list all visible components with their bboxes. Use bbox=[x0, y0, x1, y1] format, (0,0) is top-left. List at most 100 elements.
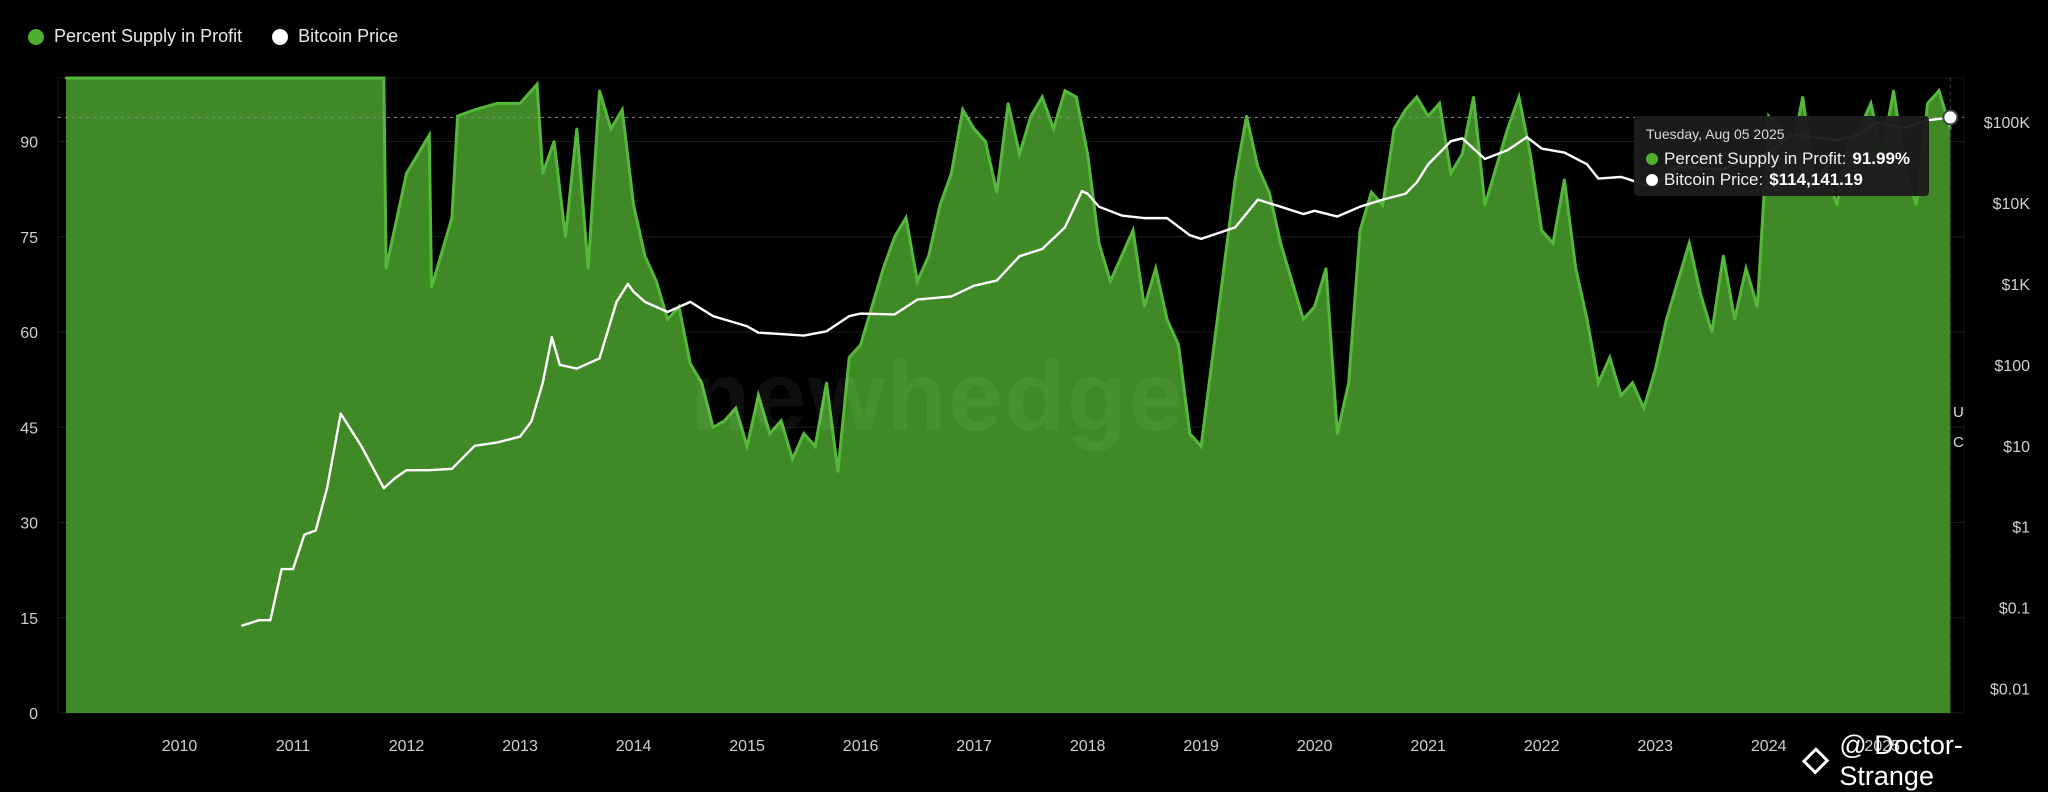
supply-point bbox=[734, 407, 737, 410]
price-point bbox=[973, 284, 976, 287]
supply-point bbox=[64, 76, 68, 80]
tooltip-date: Tuesday, Aug 05 2025 bbox=[1646, 126, 1785, 142]
supply-point bbox=[384, 267, 388, 270]
price-point bbox=[1336, 215, 1339, 218]
price-point bbox=[1080, 190, 1083, 193]
tooltip-supply-label: Percent Supply in Profit: bbox=[1664, 149, 1847, 168]
supply-point bbox=[609, 127, 613, 130]
x-axis: 2010 2011 2012 2013 2014 2015 2016 2017 2018 2019… bbox=[162, 738, 1900, 755]
y-right-tick-label: $100 bbox=[1994, 358, 2030, 375]
supply-point bbox=[1937, 89, 1941, 92]
price-point bbox=[541, 381, 544, 384]
watermark: newhedge bbox=[690, 341, 1186, 451]
price-point bbox=[382, 487, 385, 490]
tooltip-price-value: $114,141.19 bbox=[1769, 170, 1863, 189]
supply-point bbox=[1665, 318, 1668, 321]
supply-point bbox=[1529, 153, 1532, 156]
price-point bbox=[519, 435, 522, 438]
supply-point bbox=[904, 216, 908, 219]
legend-dot-green bbox=[28, 28, 44, 45]
x-tick-label: 2015 bbox=[729, 738, 765, 755]
supply-point bbox=[1324, 267, 1328, 270]
price-point bbox=[848, 315, 851, 318]
supply-point bbox=[1086, 153, 1089, 156]
supply-point bbox=[938, 203, 942, 207]
supply-point bbox=[1619, 394, 1623, 397]
supply-point bbox=[1688, 241, 1691, 245]
legend-item-price[interactable]: Bitcoin Price bbox=[272, 26, 398, 47]
supply-point bbox=[791, 457, 794, 461]
x-tick-label: 2011 bbox=[276, 738, 311, 755]
brand-text: @ Doctor-Strange bbox=[1839, 730, 1963, 791]
y-right-tick-label: $0.01 bbox=[1990, 682, 2030, 699]
supply-point bbox=[473, 108, 476, 111]
tooltip-dot-white bbox=[1646, 173, 1658, 186]
supply-point bbox=[632, 203, 635, 207]
y-right-tick-label: $100K bbox=[1984, 115, 2031, 132]
supply-point bbox=[1199, 445, 1203, 448]
supply-point bbox=[1222, 267, 1226, 270]
price-point bbox=[1563, 151, 1566, 154]
supply-point bbox=[1926, 102, 1929, 105]
x-tick-label: 2025 bbox=[1864, 738, 1900, 755]
supply-point bbox=[723, 419, 726, 423]
supply-point bbox=[456, 114, 459, 118]
supply-area-fill bbox=[66, 78, 1951, 713]
supply-point bbox=[1676, 280, 1680, 283]
price-point bbox=[558, 363, 561, 366]
price-point bbox=[1483, 157, 1486, 160]
supply-point bbox=[1801, 95, 1804, 99]
price-point bbox=[292, 568, 295, 571]
price-point bbox=[1525, 136, 1528, 139]
price-point bbox=[1143, 217, 1146, 220]
price-point bbox=[1313, 209, 1316, 212]
x-tick-label: 2022 bbox=[1524, 738, 1560, 755]
price-point bbox=[530, 420, 533, 423]
price-point bbox=[314, 529, 317, 532]
supply-point bbox=[1154, 267, 1157, 270]
supply-point bbox=[1279, 241, 1282, 245]
supply-point bbox=[1744, 267, 1748, 270]
price-point bbox=[802, 334, 805, 337]
supply-point bbox=[1563, 178, 1566, 181]
price-point bbox=[303, 533, 306, 536]
price-point bbox=[780, 333, 783, 336]
supply-point bbox=[848, 356, 851, 359]
y-left-tick-label: 0 bbox=[29, 706, 38, 723]
legend-label: Bitcoin Price bbox=[298, 26, 399, 46]
price-point bbox=[1086, 192, 1089, 195]
supply-point bbox=[995, 191, 999, 194]
supply-point bbox=[745, 445, 749, 448]
price-point bbox=[1063, 226, 1066, 229]
supply-point bbox=[1358, 229, 1362, 232]
supply-point bbox=[1597, 381, 1600, 384]
supply-point bbox=[1302, 318, 1305, 321]
x-tick-label: 2019 bbox=[1183, 738, 1219, 755]
supply-point bbox=[1370, 191, 1373, 194]
supply-point bbox=[1075, 95, 1078, 99]
price-point bbox=[575, 367, 578, 370]
supply-point bbox=[598, 89, 601, 92]
y-right-tick-label: $0.1 bbox=[1999, 601, 2030, 618]
price-point bbox=[1041, 248, 1044, 251]
supply-point bbox=[496, 102, 499, 105]
supply-point bbox=[1710, 330, 1714, 334]
chart-canvas[interactable]: 2010 2011 2012 2013 2014 2015 2016 2017 2018 2019… bbox=[0, 0, 2048, 770]
price-point bbox=[405, 469, 408, 472]
supply-point bbox=[430, 286, 433, 289]
supply-point bbox=[1699, 292, 1702, 296]
price-point bbox=[550, 336, 553, 339]
x-tick-label: 2017 bbox=[956, 738, 992, 755]
supply-point bbox=[564, 235, 567, 238]
x-tick-label: 2024 bbox=[1751, 738, 1787, 755]
x-tick-label: 2012 bbox=[389, 738, 425, 755]
x-tick-label: 2020 bbox=[1297, 738, 1333, 755]
supply-point bbox=[1506, 127, 1509, 130]
supply-point bbox=[1006, 102, 1010, 105]
legend-item-supply[interactable]: Percent Supply in Profit bbox=[28, 26, 242, 47]
supply-point bbox=[1585, 318, 1589, 321]
supply-point bbox=[552, 140, 556, 143]
price-point bbox=[746, 325, 749, 328]
supply-point bbox=[689, 362, 692, 365]
price-point bbox=[1359, 205, 1362, 208]
